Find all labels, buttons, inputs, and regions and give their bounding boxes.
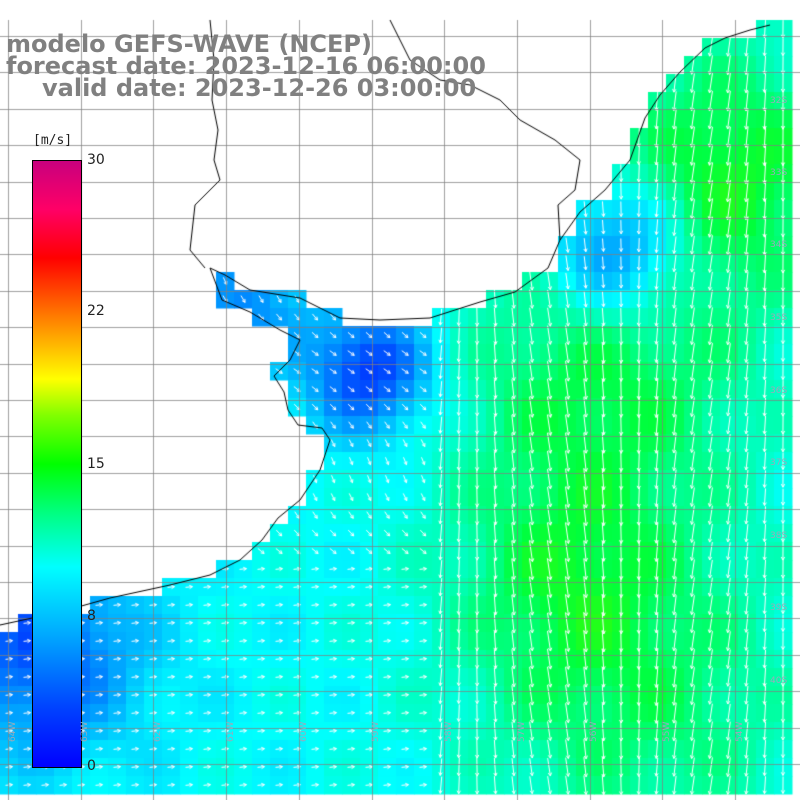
lon-label: 60W [299, 721, 309, 742]
colorbar-gradient [32, 160, 82, 768]
colorbar-tick-8: 8 [87, 608, 96, 624]
lon-label: 62W [153, 721, 163, 742]
lon-label: 58W [444, 721, 454, 742]
lat-label: 33S [770, 168, 788, 178]
colorbar-unit: [m/s] [33, 133, 73, 148]
title-forecast-date: forecast date: 2023-12-16 06:00:00 [6, 52, 486, 80]
colorbar-tick-30: 30 [87, 152, 105, 168]
lat-label: 36S [770, 386, 788, 396]
lon-label: 54W [735, 721, 745, 742]
lat-label: 39S [770, 603, 788, 613]
lon-label: 63W [80, 721, 90, 742]
colorbar-tick-22: 22 [87, 303, 105, 319]
lon-label: 59W [371, 721, 381, 742]
colorbar-tick-15: 15 [87, 456, 105, 472]
lon-label: 57W [517, 721, 527, 742]
lon-label: 56W [589, 721, 599, 742]
title-model: modelo GEFS-WAVE (NCEP) [6, 30, 372, 58]
lat-label: 32S [770, 96, 788, 106]
lat-label: 35S [770, 313, 788, 323]
title-valid-date: valid date: 2023-12-26 03:00:00 [42, 74, 477, 102]
lon-label: 55W [662, 721, 672, 742]
lon-label: 64W [8, 721, 18, 742]
lat-label: 37S [770, 458, 788, 468]
colorbar-tick-0: 0 [87, 758, 96, 774]
lon-label: 61W [226, 721, 236, 742]
lat-label: 34S [770, 240, 788, 250]
lat-label: 38S [770, 531, 788, 541]
lat-label: 40S [770, 676, 788, 686]
